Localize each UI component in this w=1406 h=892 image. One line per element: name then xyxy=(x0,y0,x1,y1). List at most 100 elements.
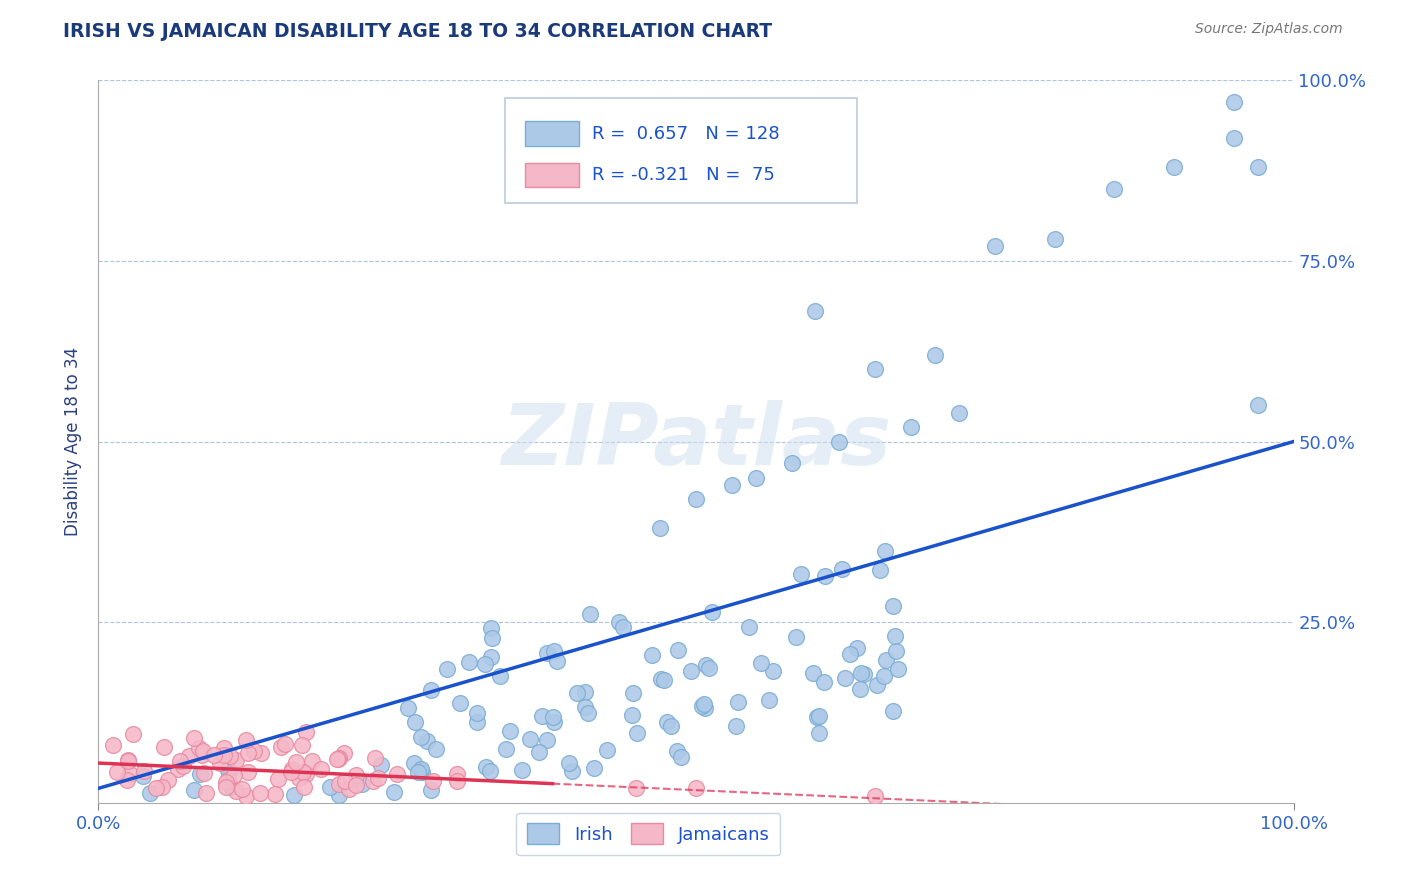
Point xyxy=(838,647,860,661)
Point xyxy=(574,699,596,714)
Point xyxy=(806,710,828,724)
Point xyxy=(235,789,257,803)
Point xyxy=(655,714,678,729)
Point xyxy=(309,762,332,776)
Point xyxy=(209,756,232,771)
Point xyxy=(350,777,373,791)
Point xyxy=(194,786,217,800)
Point xyxy=(267,772,290,787)
Point xyxy=(292,780,315,794)
Point xyxy=(749,656,772,670)
Point xyxy=(250,746,273,760)
Point xyxy=(121,727,143,741)
Point xyxy=(328,751,350,765)
Point xyxy=(481,650,503,665)
Point xyxy=(411,764,433,778)
Point xyxy=(214,774,236,789)
Text: Source: ZipAtlas.com: Source: ZipAtlas.com xyxy=(1195,22,1343,37)
Point xyxy=(488,668,510,682)
Point xyxy=(172,758,194,772)
Point xyxy=(105,764,128,779)
Point xyxy=(367,771,389,785)
Point xyxy=(396,701,419,715)
Point xyxy=(495,742,517,756)
Point xyxy=(291,764,314,779)
Point xyxy=(865,362,887,376)
Bar xyxy=(524,121,579,146)
Point xyxy=(131,769,153,783)
Bar xyxy=(524,163,579,187)
Point xyxy=(191,748,214,763)
Point xyxy=(1247,160,1270,174)
Point xyxy=(650,672,672,686)
Point xyxy=(425,741,447,756)
Point xyxy=(546,654,568,668)
Point xyxy=(583,761,606,775)
Point xyxy=(620,708,643,723)
Point xyxy=(762,665,785,679)
Point xyxy=(529,745,551,759)
Point xyxy=(382,785,405,799)
Point xyxy=(225,753,247,767)
Point xyxy=(419,682,441,697)
Point xyxy=(834,672,856,686)
Point xyxy=(221,780,243,794)
Point xyxy=(467,714,489,729)
Point xyxy=(183,782,205,797)
Point xyxy=(295,725,318,739)
Point xyxy=(370,758,392,772)
Point xyxy=(1104,182,1126,196)
Point xyxy=(411,764,433,779)
Point xyxy=(328,789,350,803)
Point xyxy=(808,709,831,723)
Point xyxy=(882,704,904,718)
Point xyxy=(335,774,357,789)
Point xyxy=(287,771,309,785)
Point xyxy=(724,719,747,733)
Point xyxy=(385,767,409,781)
Point xyxy=(118,767,141,781)
Point xyxy=(319,780,342,795)
Point xyxy=(596,742,619,756)
Point xyxy=(481,632,503,646)
Point xyxy=(212,748,235,763)
Point xyxy=(758,693,780,707)
Point xyxy=(578,607,600,621)
Point xyxy=(270,740,292,755)
Point xyxy=(693,697,716,711)
Point xyxy=(536,646,558,660)
Point xyxy=(685,492,707,507)
Point xyxy=(202,748,225,763)
Point xyxy=(558,756,581,770)
Point xyxy=(117,754,139,768)
Point xyxy=(479,621,502,635)
Point xyxy=(457,656,479,670)
Point xyxy=(344,767,367,781)
Point xyxy=(869,563,891,577)
Point xyxy=(280,764,302,779)
Point xyxy=(474,760,496,774)
Point xyxy=(848,681,870,696)
Point xyxy=(291,738,314,752)
Point xyxy=(235,732,257,747)
Point xyxy=(565,685,588,699)
Point xyxy=(404,756,426,771)
Point xyxy=(449,696,471,710)
Point xyxy=(145,781,167,796)
Point xyxy=(243,744,266,758)
Point xyxy=(326,752,349,766)
Point xyxy=(695,657,717,672)
Point xyxy=(530,709,553,723)
Point xyxy=(217,763,239,777)
Point xyxy=(700,606,723,620)
Point xyxy=(875,653,897,667)
Point xyxy=(814,569,837,583)
Point xyxy=(738,620,761,634)
Point xyxy=(666,643,689,657)
Point xyxy=(219,749,242,764)
Point xyxy=(326,752,349,766)
Point xyxy=(138,785,160,799)
Point xyxy=(409,730,432,744)
Point xyxy=(499,724,522,739)
Point xyxy=(479,764,502,778)
